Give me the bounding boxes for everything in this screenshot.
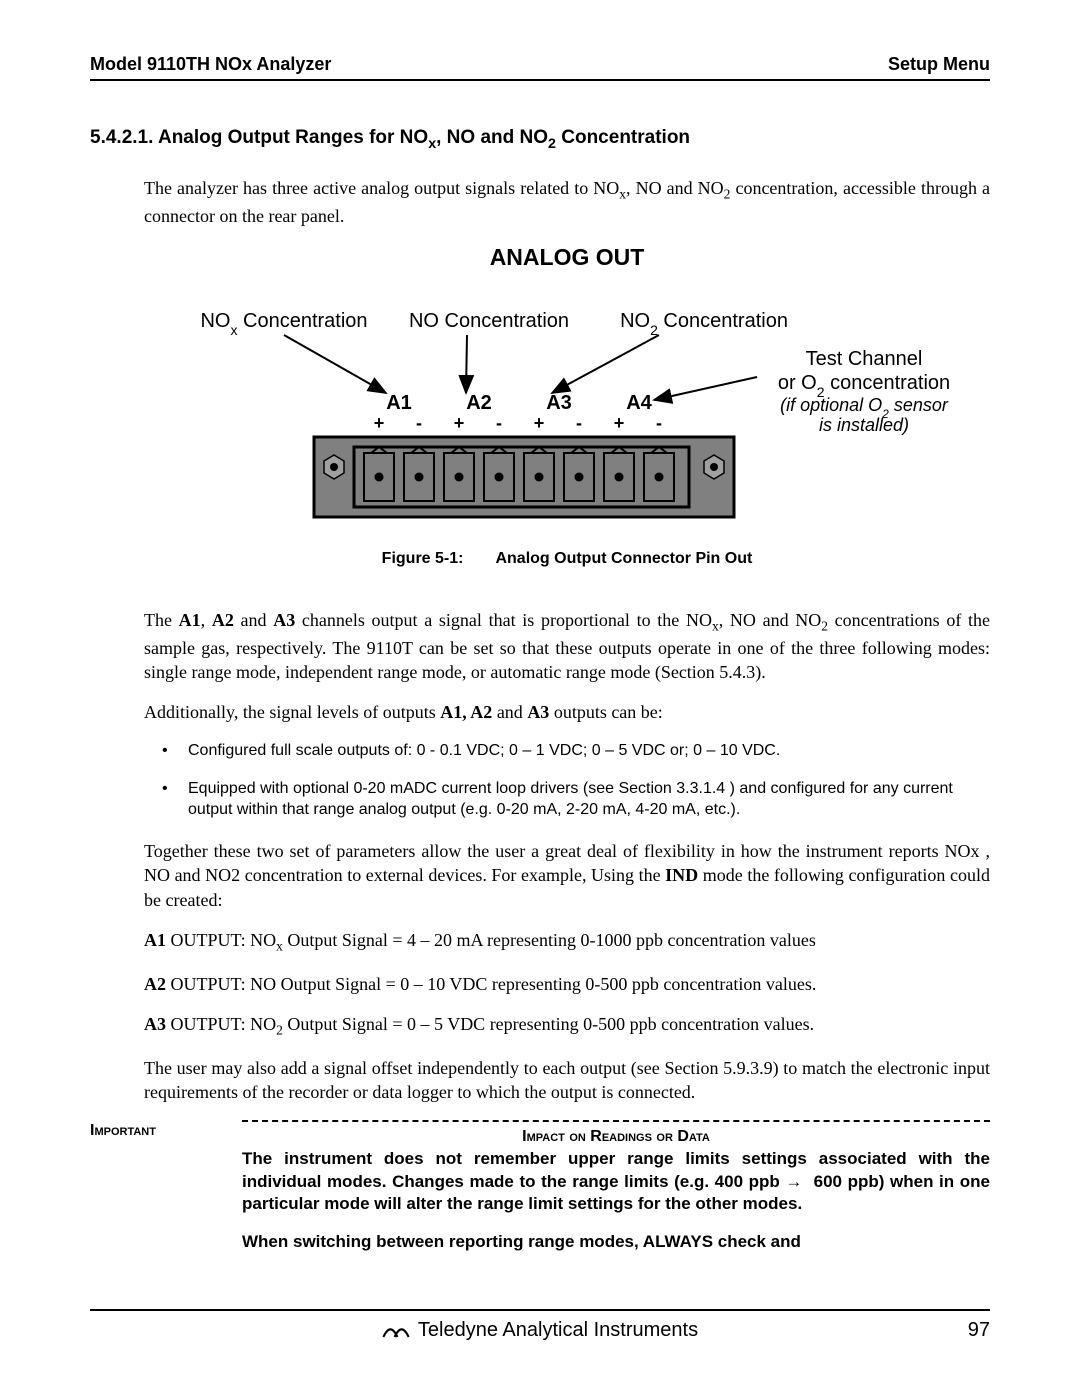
paragraph-3: Additionally, the signal levels of outpu… bbox=[144, 700, 990, 724]
page-number: 97 bbox=[968, 1319, 990, 1342]
label-no: NO Concentration bbox=[409, 310, 569, 332]
arrow-tc bbox=[654, 377, 757, 400]
section-heading: 5.4.2.1. Analog Output Ranges for NOx, N… bbox=[90, 127, 990, 152]
arrow-nox bbox=[284, 335, 386, 393]
figure-title: ANALOG OUT bbox=[144, 244, 990, 271]
svg-text:+: + bbox=[374, 413, 385, 433]
important-text-2: When switching between reporting range m… bbox=[242, 1231, 990, 1253]
page: Model 9110TH NOx Analyzer Setup Menu 5.4… bbox=[0, 0, 1080, 1382]
figure-caption: Figure 5-1: Analog Output Connector Pin … bbox=[144, 550, 990, 568]
output-a1: A1 OUTPUT: NOx Output Signal = 4 – 20 mA… bbox=[144, 928, 990, 956]
section-number: 5.4.2.1. bbox=[90, 127, 153, 148]
section-title: Analog Output Ranges for NOx, NO and NO2… bbox=[158, 127, 690, 148]
paragraph-2: The A1, A2 and A3 channels output a sign… bbox=[144, 608, 990, 684]
polarity-row: + - + - + - + - bbox=[374, 413, 662, 433]
svg-text:+: + bbox=[614, 413, 625, 433]
bullet-item: Equipped with optional 0-20 mADC current… bbox=[144, 779, 990, 821]
label-a3: A3 bbox=[546, 392, 572, 414]
label-a4: A4 bbox=[626, 392, 652, 414]
label-a1: A1 bbox=[386, 392, 412, 414]
analog-out-diagram: NOx Concentration NO Concentration NO2 C… bbox=[144, 277, 984, 537]
page-footer: Teledyne Analytical Instruments 97 bbox=[90, 1309, 990, 1342]
important-box: Important Impact on Readings or Data The… bbox=[90, 1120, 990, 1268]
header-left: Model 9110TH NOx Analyzer bbox=[90, 54, 331, 75]
label-no2: NO2 Concentration bbox=[620, 310, 788, 338]
important-heading: Impact on Readings or Data bbox=[242, 1128, 990, 1146]
svg-text:-: - bbox=[416, 413, 422, 433]
output-a2: A2 OUTPUT: NO Output Signal = 0 – 10 VDC… bbox=[144, 972, 990, 996]
important-label: Important bbox=[90, 1120, 242, 1140]
important-body: Impact on Readings or Data The instrumen… bbox=[242, 1120, 990, 1268]
paragraph-4: Together these two set of parameters all… bbox=[144, 839, 990, 912]
svg-text:-: - bbox=[496, 413, 502, 433]
svg-text:-: - bbox=[576, 413, 582, 433]
label-testchannel-1: Test Channel bbox=[806, 348, 923, 370]
svg-text:+: + bbox=[454, 413, 465, 433]
output-a3: A3 OUTPUT: NO2 Output Signal = 0 – 5 VDC… bbox=[144, 1012, 990, 1040]
arrow-no2 bbox=[552, 335, 659, 393]
intro-paragraph: The analyzer has three active analog out… bbox=[144, 176, 990, 228]
label-testchannel-4: is installed) bbox=[819, 415, 909, 435]
arrow-no bbox=[466, 335, 467, 393]
teledyne-logo-icon bbox=[382, 1320, 410, 1340]
label-a2: A2 bbox=[466, 392, 492, 414]
paragraph-5: The user may also add a signal offset in… bbox=[144, 1056, 990, 1105]
header-right: Setup Menu bbox=[888, 54, 990, 75]
connector bbox=[314, 437, 734, 517]
label-nox: NOx Concentration bbox=[200, 310, 367, 338]
svg-text:+: + bbox=[534, 413, 545, 433]
important-text-1: The instrument does not remember upper r… bbox=[242, 1148, 990, 1214]
page-header: Model 9110TH NOx Analyzer Setup Menu bbox=[90, 54, 990, 81]
figure: ANALOG OUT NOx Concentration NO Concentr… bbox=[144, 244, 990, 568]
bullet-item: Configured full scale outputs of: 0 - 0.… bbox=[144, 741, 990, 762]
bullet-list: Configured full scale outputs of: 0 - 0.… bbox=[144, 741, 990, 821]
footer-company: Teledyne Analytical Instruments bbox=[418, 1319, 698, 1342]
svg-text:-: - bbox=[656, 413, 662, 433]
